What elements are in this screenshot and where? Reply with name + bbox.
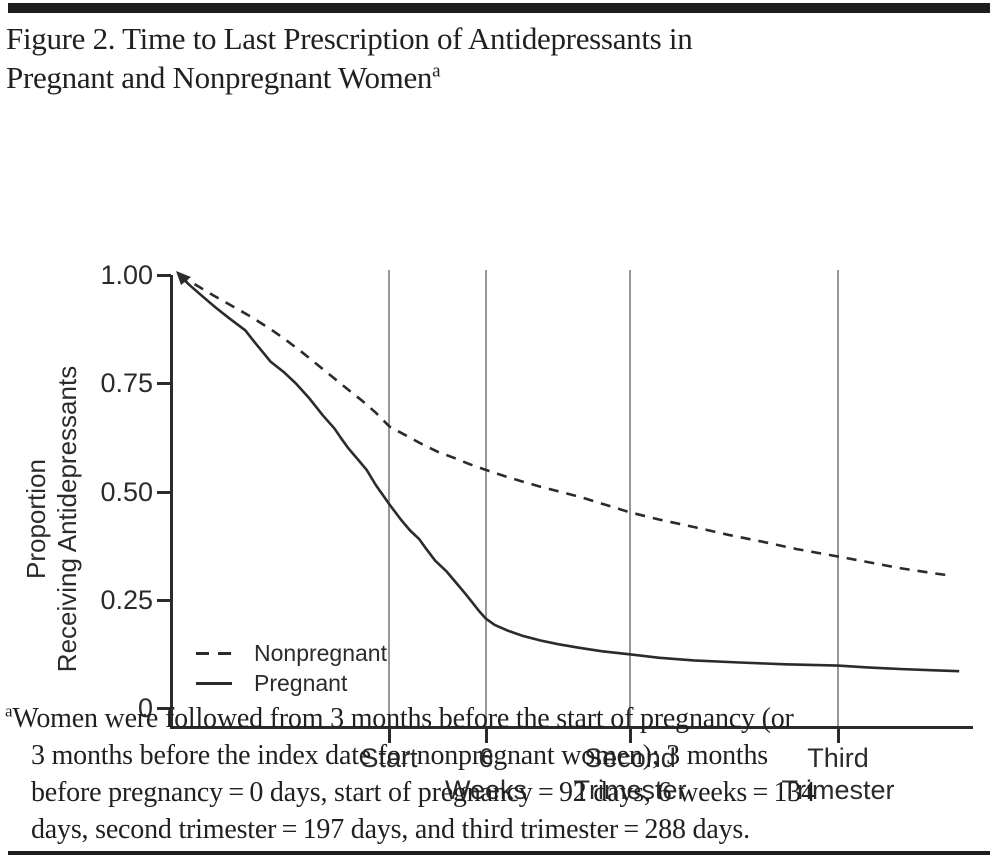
y-tick-mark [157,491,171,494]
x-tick-mark [837,727,840,743]
figure-title-superscript: a [432,60,441,82]
solid-line-icon [196,681,238,685]
legend: Nonpregnant Pregnant [196,638,387,698]
legend-label: Nonpregnant [254,639,387,666]
figure-title-line2: Pregnant and Nonpregnant Women [6,60,433,95]
x-tick-label: Third [807,743,869,773]
legend-item-pregnant: Pregnant [196,668,387,698]
figure-title: Figure 2. Time to Last Prescription of A… [6,19,986,97]
x-tick-label: Second [584,743,676,773]
gridline-third [837,270,839,727]
y-tick-mark [157,707,171,710]
footnote-line: before pregnancy = 0 days, start of preg… [31,777,815,808]
y-axis-line [170,275,173,729]
y-tick-mark [157,274,171,277]
footnote-line: 3 months before the index date for nonpr… [31,740,769,771]
gridline-second [629,270,631,727]
legend-label: Pregnant [254,669,348,696]
y-axis-title-line1: Proportion [21,459,51,579]
y-axis-title-line2: Receiving Antidepressants [52,365,82,673]
footnote-line: days, second trimester = 197 days, and t… [31,814,750,845]
x-tick-mark [629,727,632,743]
y-tick-label: 1.00 [100,260,153,290]
x-tick-mark [485,727,488,743]
curve-start-arrow-icon [176,271,191,285]
y-tick-label: 0.25 [100,585,153,615]
x-tick-label: Trimester [573,775,687,805]
footnote-line: aWomen were followed from 3 months befor… [5,701,794,734]
curve-pregnant [178,274,960,673]
curve-nonpregnant [178,273,953,578]
figure-title-line1: Figure 2. Time to Last Prescription of A… [6,21,693,56]
x-tick-label: Trimester [781,775,895,805]
x-tick-mark [388,727,391,743]
footnote-marker: a [5,701,13,721]
y-axis-title: Proportion Receiving Antidepressants [21,339,83,699]
gridline-6 [485,270,487,727]
y-tick-label: 0 [137,693,153,723]
gridline-start [388,270,390,727]
footnote: aWomen were followed from 3 months befor… [5,700,990,848]
dashed-line-icon [196,651,238,655]
x-tick-label: Start [360,743,418,773]
top-rule [8,3,990,13]
y-tick-label: 0.75 [100,368,153,398]
curves-layer [176,271,960,673]
chart-plot-area: 1.00 0.75 0.50 0.25 0 Start 6 Weeks Second Trime… [0,120,1000,805]
y-tick-mark [157,382,171,385]
y-tick-mark [157,599,171,602]
x-axis-line [170,726,973,729]
x-tick-label: 6 [478,743,494,773]
legend-item-nonpregnant: Nonpregnant [196,638,387,668]
y-tick-label: 0.50 [100,477,153,507]
bottom-rule [8,851,990,855]
x-tick-label: Weeks [444,775,528,805]
